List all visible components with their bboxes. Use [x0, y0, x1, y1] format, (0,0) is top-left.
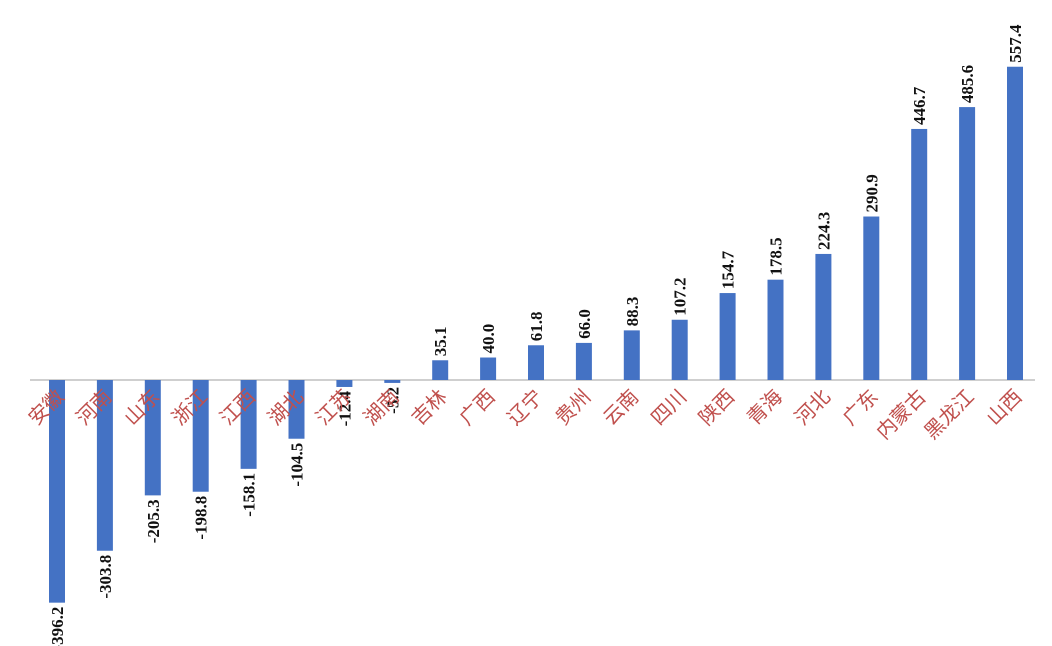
category-label-9: 吉林: [407, 385, 452, 430]
value-label-18: 290.9: [862, 174, 881, 212]
category-label-11: 辽宁: [503, 385, 548, 430]
bar-6: [288, 380, 305, 439]
bar-16: [767, 279, 784, 380]
bar-10: [480, 357, 497, 380]
bar-21: [1007, 66, 1023, 380]
bar-9: [432, 360, 449, 380]
value-label-16: 178.5: [767, 237, 786, 275]
bar-1: [49, 380, 65, 603]
category-label-15: 陕西: [695, 385, 740, 430]
bar-4: [192, 380, 209, 492]
value-label-2: -303.8: [96, 555, 115, 599]
value-label-14: 107.2: [671, 278, 690, 316]
value-label-15: 154.7: [719, 250, 738, 289]
category-label-20: 黑龙江: [920, 385, 979, 444]
category-label-14: 四川: [647, 386, 691, 430]
value-label-3: -205.3: [144, 499, 163, 543]
value-label-20: 485.6: [958, 65, 977, 103]
value-label-19: 446.7: [910, 86, 929, 125]
value-label-12: 66.0: [575, 309, 594, 339]
category-label-17: 河北: [790, 385, 835, 430]
bar-17: [815, 253, 832, 380]
value-label-6: -104.5: [288, 443, 307, 487]
value-label-8: -5.2: [383, 387, 402, 414]
value-label-17: 224.3: [814, 212, 833, 250]
value-label-5: -158.1: [240, 473, 259, 517]
category-label-19: 内蒙古: [872, 385, 931, 444]
bar-2: [96, 380, 113, 551]
value-label-9: 35.1: [431, 327, 450, 357]
bar-13: [623, 330, 640, 380]
bar-7: [336, 380, 353, 387]
category-label-21: 山西: [982, 385, 1027, 430]
category-label-16: 青海: [742, 385, 787, 430]
value-label-1: -396.2: [48, 607, 67, 646]
category-labels-group: 安徽 河南 山东 浙江 江西 湖北 江苏 湖南 吉林 广西 辽宁 贵州 云南 四川 陕西 青海 河北 广东内蒙古黑…: [24, 385, 1027, 444]
value-label-10: 40.0: [479, 324, 498, 354]
bar-19: [911, 128, 928, 380]
bar-3: [144, 380, 161, 496]
bar-15: [719, 293, 736, 380]
category-label-10: 广西: [455, 385, 500, 430]
category-label-13: 云南: [599, 385, 644, 430]
bar-20: [959, 107, 976, 380]
bar-14: [671, 319, 688, 380]
bar-12: [575, 342, 592, 380]
value-label-7: -12.4: [335, 390, 354, 426]
value-label-11: 61.8: [527, 312, 546, 342]
value-label-21: 557.4: [1006, 24, 1025, 63]
bar-11: [528, 345, 544, 380]
bar-18: [863, 216, 880, 380]
category-label-12: 贵州: [551, 385, 596, 430]
bar-5: [240, 380, 257, 469]
value-label-4: -198.8: [192, 496, 211, 540]
category-label-18: 广东: [838, 385, 883, 430]
bar-8: [384, 380, 401, 383]
bars-group: [49, 66, 1023, 603]
value-label-13: 88.3: [623, 297, 642, 327]
value-labels-group: -396.2 -303.8 -205.3 -198.8 -158.1 -104.5 -12.…: [48, 24, 1025, 646]
